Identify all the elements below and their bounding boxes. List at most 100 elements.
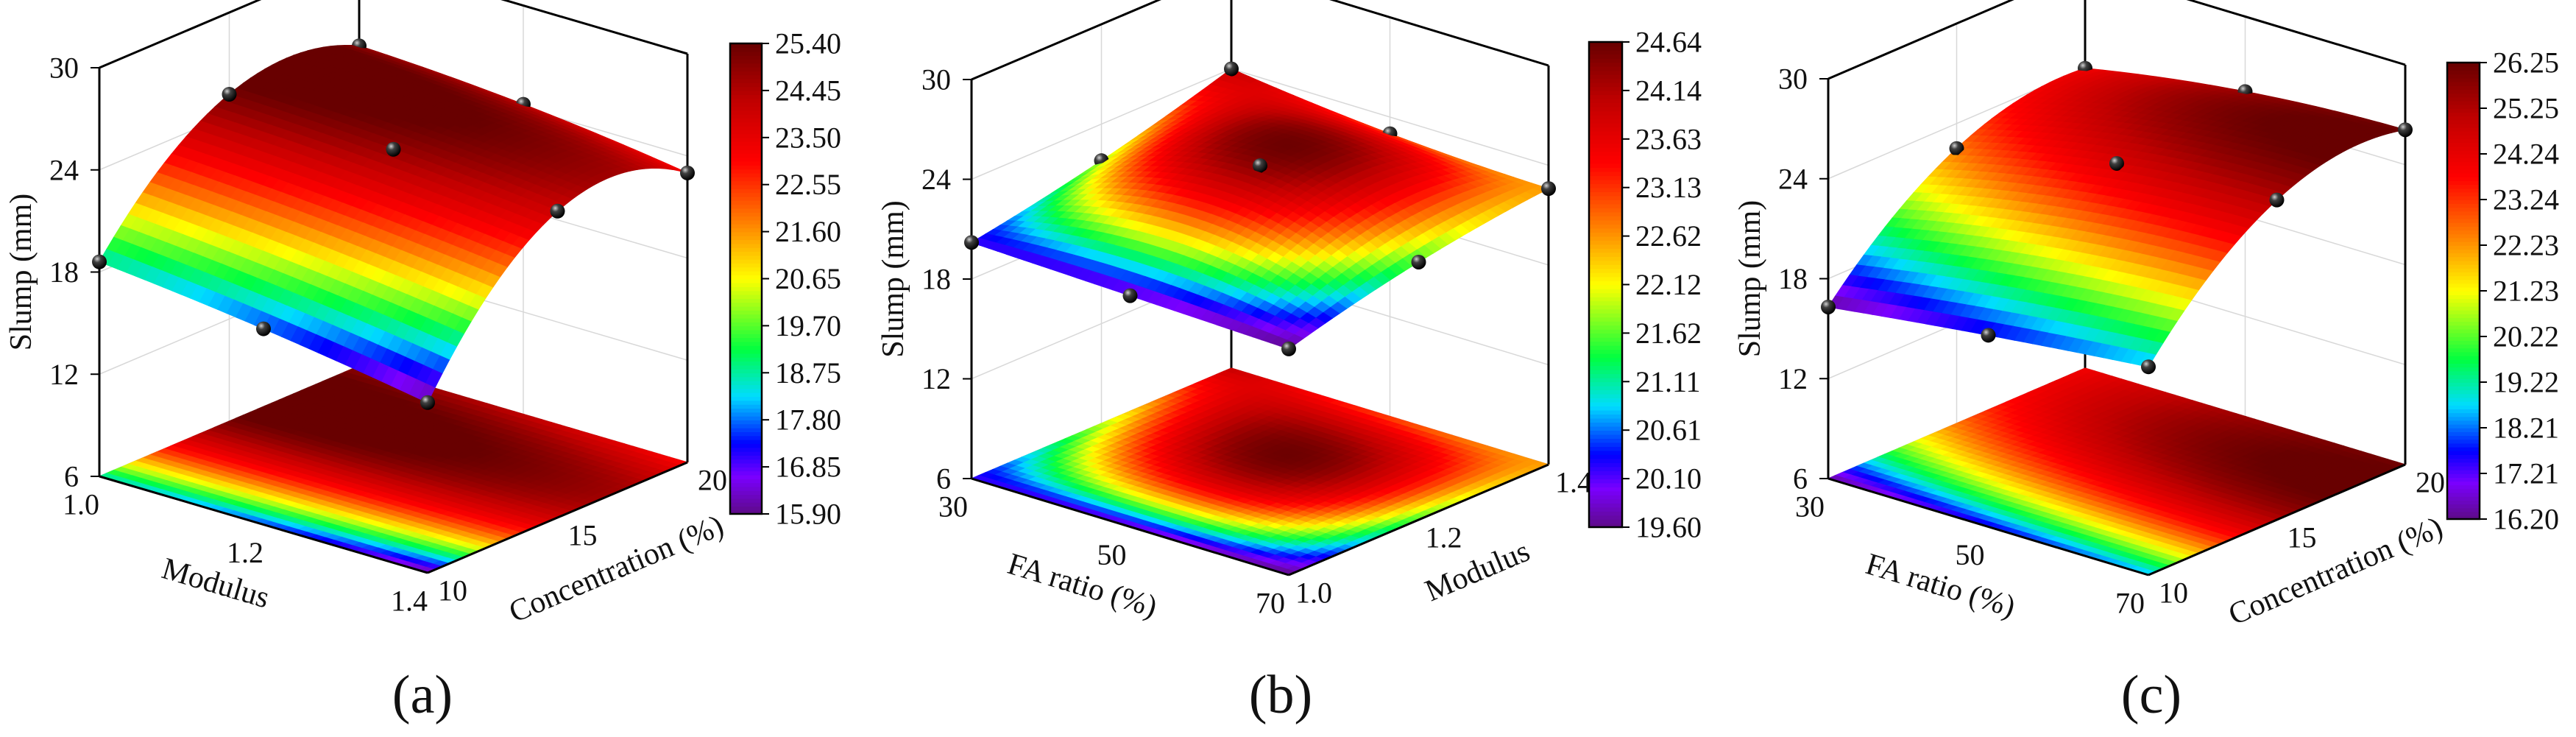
colorbar-segment (730, 325, 762, 331)
colorbar-segment (730, 133, 762, 138)
colorbar-segment (730, 90, 762, 96)
colorbar-segment (730, 192, 762, 197)
colorbar-segment (730, 121, 762, 127)
colorbar-segment (730, 255, 762, 260)
colorbar-segment (730, 98, 762, 103)
colorbar-segment (730, 361, 762, 366)
colorbar-tick-label: 25.40 (775, 27, 841, 60)
z-tick-label: 30 (49, 52, 79, 85)
colorbar-segment (730, 490, 762, 496)
colorbar-segment (730, 423, 762, 429)
colorbar-segment (730, 427, 762, 432)
colorbar-segment (730, 298, 762, 303)
colorbar-segment (730, 200, 762, 205)
colorbar-segment (730, 341, 762, 346)
colorbar-segment (730, 141, 762, 147)
colorbar-segment (730, 177, 762, 182)
box-edge (99, 0, 262, 69)
colorbar-segment (730, 396, 762, 401)
colorbar-segment (730, 243, 762, 248)
colorbar-segment (730, 165, 762, 170)
colorbar-segment (730, 188, 762, 194)
colorbar-segment (730, 412, 762, 417)
colorbar-segment (730, 474, 762, 479)
colorbar-segment (730, 439, 762, 444)
colorbar-segment (730, 494, 762, 499)
colorbar-tick-label: 19.70 (775, 309, 841, 342)
colorbar-segment (730, 66, 762, 72)
colorbar-segment (730, 149, 762, 154)
colorbar-segment (730, 51, 762, 56)
colorbar-segment (730, 71, 762, 76)
colorbar-segment (730, 153, 762, 158)
colorbar-segment (730, 455, 762, 460)
design-point (386, 141, 401, 157)
colorbar-segment (730, 130, 762, 135)
y-tick-label: 10 (438, 574, 467, 607)
colorbar-segment (730, 368, 762, 374)
colorbar-segment (730, 219, 762, 225)
design-point (222, 87, 237, 102)
design-point (1541, 181, 1556, 197)
x-tick-label: 1.2 (227, 536, 263, 569)
colorbar-segment (730, 59, 762, 64)
colorbar-segment (730, 447, 762, 452)
colorbar-segment (730, 125, 762, 130)
colorbar-segment (730, 208, 762, 213)
colorbar-segment (730, 431, 762, 437)
colorbar-segment (730, 239, 762, 244)
colorbar-tick-label: 22.55 (775, 168, 841, 201)
colorbar-segment (730, 380, 762, 386)
colorbar-segment (730, 415, 762, 420)
colorbar-segment (730, 408, 762, 413)
colorbar-segment (730, 102, 762, 107)
colorbar-segment (730, 113, 762, 119)
design-point (680, 165, 695, 180)
colorbar-tick-label: 16.85 (775, 451, 841, 484)
colorbar-segment (730, 228, 762, 233)
y-axis-line (427, 461, 688, 574)
colorbar-segment (730, 263, 762, 268)
colorbar-tick-label: 24.45 (775, 74, 841, 107)
colorbar-segment (730, 364, 762, 370)
colorbar-segment (730, 267, 762, 272)
colorbar-segment (730, 353, 762, 358)
colorbar-segment (730, 317, 762, 322)
colorbar-segment (730, 443, 762, 448)
colorbar-segment (730, 180, 762, 186)
colorbar-segment (730, 54, 762, 60)
colorbar-segment (730, 482, 762, 487)
colorbar-segment (730, 216, 762, 221)
x-axis-line (99, 475, 428, 574)
colorbar-segment (730, 322, 762, 327)
design-point (1224, 61, 1239, 77)
x-tick-label: 1.0 (63, 488, 99, 521)
colorbar-segment (730, 184, 762, 189)
colorbar-tick-label: 17.80 (775, 403, 841, 437)
colorbar-segment (730, 106, 762, 111)
colorbar-segment (730, 345, 762, 350)
panel-label: (a) (392, 665, 453, 725)
z-tick-label: 24 (49, 153, 79, 186)
colorbar-tick-label: 20.65 (775, 262, 841, 295)
colorbar-segment (730, 357, 762, 362)
z-tick-label: 12 (49, 358, 79, 391)
colorbar-segment (730, 270, 762, 275)
colorbar-segment (730, 137, 762, 142)
colorbar-segment (730, 302, 762, 307)
colorbar-segment (730, 403, 762, 409)
colorbar-segment (730, 334, 762, 339)
colorbar-segment (730, 247, 762, 253)
colorbar-segment (730, 258, 762, 264)
colorbar-segment (730, 211, 762, 217)
design-point (550, 203, 565, 219)
colorbar-segment (730, 196, 762, 201)
colorbar-segment (730, 157, 762, 162)
colorbar-segment (730, 486, 762, 491)
colorbar-segment (730, 400, 762, 405)
x-tick-label: 1.4 (391, 585, 428, 618)
colorbar-tick-label: 18.75 (775, 356, 841, 389)
colorbar-segment (730, 376, 762, 381)
colorbar-segment (730, 231, 762, 236)
